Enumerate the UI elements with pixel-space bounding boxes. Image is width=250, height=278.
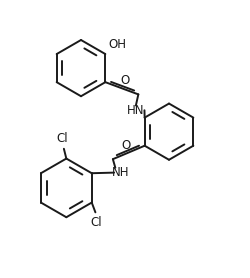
Text: HN: HN [127, 104, 145, 117]
Text: O: O [121, 139, 130, 152]
Text: NH: NH [112, 166, 129, 179]
Text: Cl: Cl [91, 216, 102, 229]
Text: O: O [120, 75, 129, 88]
Text: Cl: Cl [57, 132, 68, 145]
Text: OH: OH [108, 38, 126, 51]
